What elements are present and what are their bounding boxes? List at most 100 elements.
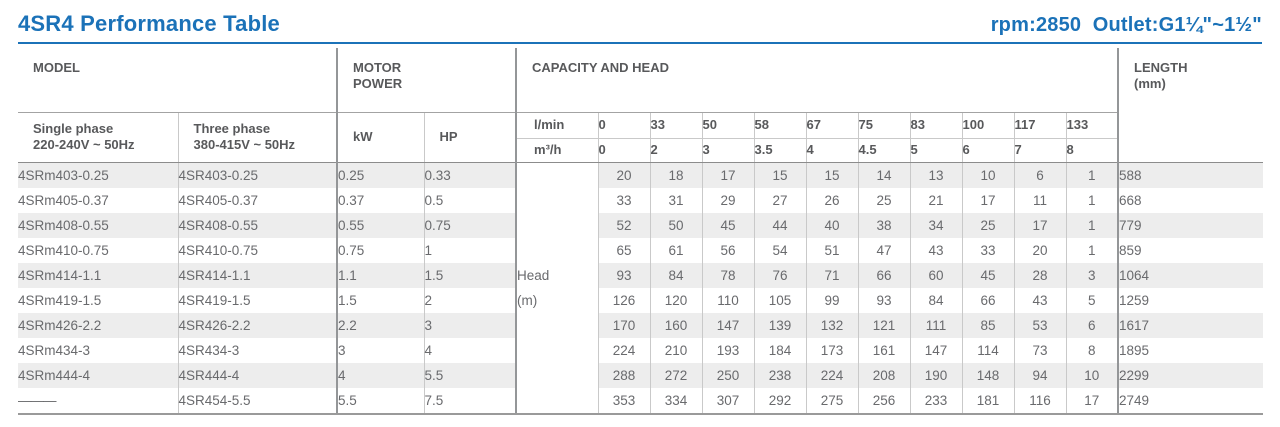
cell-length-mm: 1617 [1117, 312, 1264, 338]
cell-head-value: 111 [910, 312, 963, 338]
cell-head-value: 17 [702, 162, 755, 188]
table-body: 4SRm403-0.25 4SR403-0.25 0.25 0.33 Head (m) 20… [18, 162, 1264, 415]
cell-length-mm: 2749 [1117, 387, 1264, 415]
cell-length-mm: 859 [1117, 237, 1264, 263]
cell-head-value: 21 [910, 187, 963, 213]
cell-head-value: 275 [806, 387, 859, 415]
cell-length-mm: 1259 [1117, 287, 1264, 313]
cell-head-value: 76 [754, 262, 807, 288]
cell-model-single-phase: 4SRm408-0.55 [18, 212, 179, 238]
cell-head-value: 20 [598, 162, 651, 188]
cell-head-value: 256 [858, 387, 911, 415]
cell-head-value: 18 [650, 162, 703, 188]
cell-head-value: 27 [754, 187, 807, 213]
flow-lmin-value: 67 [806, 112, 859, 139]
cell-head-value: 28 [1014, 262, 1067, 288]
cell-model-single-phase: 4SRm410-0.75 [18, 237, 179, 263]
cell-head-value: 139 [754, 312, 807, 338]
cell-head-value: 29 [702, 187, 755, 213]
cell-head-value: 160 [650, 312, 703, 338]
col-header-three-phase: Three phase 380-415V ~ 50Hz [178, 112, 339, 163]
table-row: 4SRm408-0.55 4SR408-0.55 0.55 0.75 52 50 45 44 4… [18, 212, 1264, 238]
cell-length-mm: 1064 [1117, 262, 1264, 288]
cell-motor-kw: 4 [337, 362, 425, 388]
cell-head-value: 38 [858, 212, 911, 238]
cell-motor-kw: 1.1 [337, 262, 425, 288]
cell-head-value: 34 [910, 212, 963, 238]
cell-head-value: 181 [962, 387, 1015, 415]
head-m-label-line1: Head [517, 267, 550, 283]
cell-head-value: 66 [858, 262, 911, 288]
cell-head-value: 233 [910, 387, 963, 415]
cell-head-value: 210 [650, 337, 703, 363]
cell-head-value: 13 [910, 162, 963, 188]
cell-motor-hp: 1.5 [424, 262, 518, 288]
cell-head-value: 84 [910, 287, 963, 313]
cell-head-value: 1 [1066, 212, 1119, 238]
flow-lmin-value: 58 [754, 112, 807, 139]
cell-head-value: 93 [598, 262, 651, 288]
cell-head-value: 56 [702, 237, 755, 263]
table-row: 4SRm405-0.37 4SR405-0.37 0.37 0.5 33 31 29 27 26… [18, 187, 1264, 213]
datasheet-page: 4SR4 Performance Table rpm:2850 Outlet:G… [18, 11, 1264, 415]
header-row-lmin: Single phase 220-240V ~ 50Hz Three phase… [18, 112, 1263, 163]
cell-head-value: 1 [1066, 162, 1119, 188]
flow-lmin-value: 0 [598, 112, 651, 139]
cell-head-value: 116 [1014, 387, 1067, 415]
cell-model-single-phase: 4SRm434-3 [18, 337, 179, 363]
cell-head-value: 250 [702, 362, 755, 388]
cell-head-value: 1 [1066, 237, 1119, 263]
flow-lmin-value: 100 [962, 112, 1015, 139]
flow-m3h-value: 3 [702, 138, 755, 163]
flow-m3h-value: 3.5 [754, 138, 807, 163]
table-row: ——— 4SR454-5.5 5.5 7.5 353 334 307 292 275 256 233… [18, 387, 1264, 415]
table-row: 4SRm414-1.1 4SR414-1.1 1.1 1.5 93 84 78 76 71 66 6… [18, 262, 1264, 288]
cell-head-value: 53 [1014, 312, 1067, 338]
cell-head-value: 17 [1014, 212, 1067, 238]
flow-lmin-value: 50 [702, 112, 755, 139]
col-header-capacity-and-head: CAPACITY AND HEAD [516, 48, 1120, 113]
col-header-kw: kW [337, 112, 425, 163]
cell-head-value: 105 [754, 287, 807, 313]
cell-head-value: 60 [910, 262, 963, 288]
cell-motor-kw: 3 [337, 337, 425, 363]
cell-head-value: 193 [702, 337, 755, 363]
cell-motor-kw: 0.55 [337, 212, 425, 238]
cell-head-value: 25 [962, 212, 1015, 238]
cell-head-value: 33 [962, 237, 1015, 263]
flow-m3h-label: m³/h [516, 138, 599, 163]
cell-head-value: 148 [962, 362, 1015, 388]
flow-lmin-label: l/min [516, 112, 599, 139]
cell-motor-kw: 1.5 [337, 287, 425, 313]
cell-motor-hp: 1 [424, 237, 518, 263]
cell-length-mm: 588 [1117, 162, 1264, 188]
cell-model-single-phase: 4SRm414-1.1 [18, 262, 179, 288]
cell-head-value: 1 [1066, 187, 1119, 213]
cell-head-value: 184 [754, 337, 807, 363]
cell-head-value: 126 [598, 287, 651, 313]
cell-head-value: 224 [598, 337, 651, 363]
cell-head-value: 73 [1014, 337, 1067, 363]
page-title: 4SR4 Performance Table [18, 11, 280, 36]
cell-length-mm: 779 [1117, 212, 1264, 238]
cell-head-value: 17 [1066, 387, 1119, 415]
cell-head-value: 170 [598, 312, 651, 338]
col-header-model: MODEL [18, 48, 339, 113]
flow-m3h-value: 8 [1066, 138, 1119, 163]
cell-motor-hp: 0.5 [424, 187, 518, 213]
cell-head-value: 84 [650, 262, 703, 288]
cell-head-value: 292 [754, 387, 807, 415]
cell-model-single-phase: 4SRm419-1.5 [18, 287, 179, 313]
cell-motor-kw: 5.5 [337, 387, 425, 415]
flow-m3h-value: 5 [910, 138, 963, 163]
cell-head-value: 44 [754, 212, 807, 238]
cell-head-value: 190 [910, 362, 963, 388]
cell-motor-hp: 5.5 [424, 362, 518, 388]
cell-head-value: 61 [650, 237, 703, 263]
cell-model-three-phase: 4SR410-0.75 [178, 237, 339, 263]
col-header-motor-power: MOTOR POWER [337, 48, 518, 113]
cell-head-value: 120 [650, 287, 703, 313]
cell-head-value: 147 [702, 312, 755, 338]
cell-model-single-phase: 4SRm405-0.37 [18, 187, 179, 213]
cell-model-three-phase: 4SR403-0.25 [178, 162, 339, 188]
